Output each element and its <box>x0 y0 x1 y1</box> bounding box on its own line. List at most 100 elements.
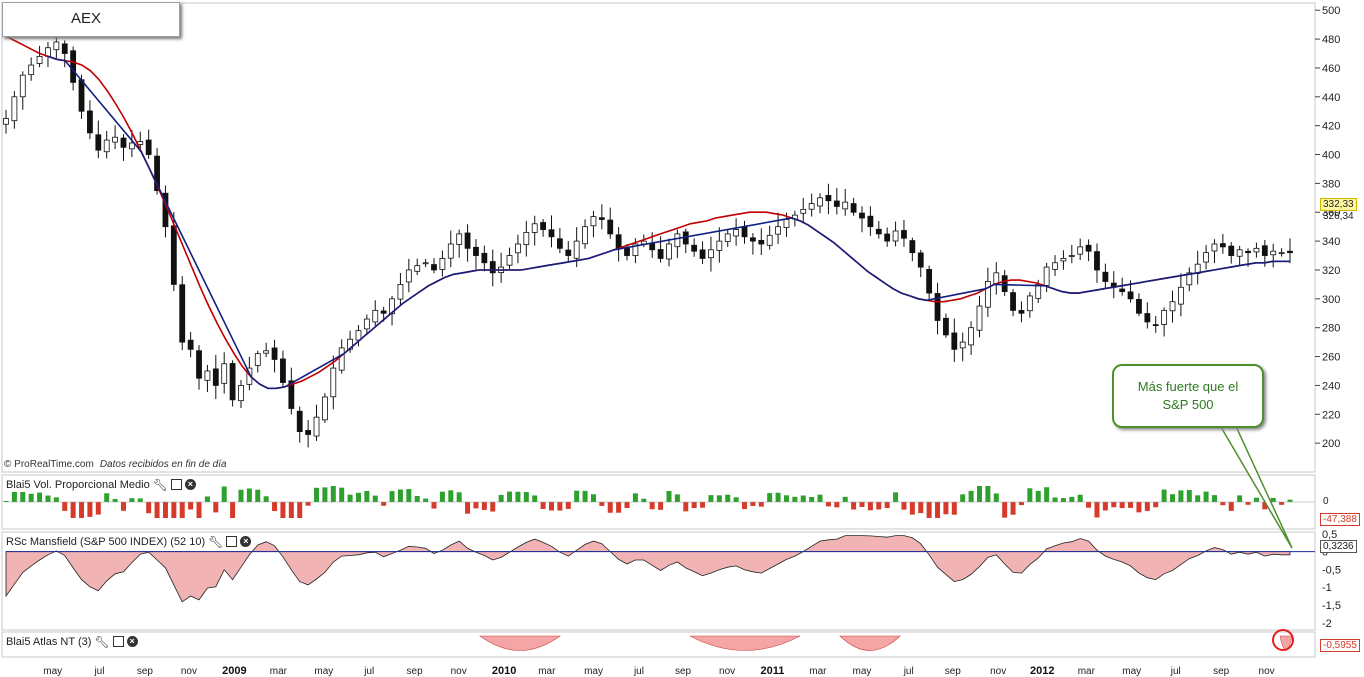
y-tick-label: 260 <box>1322 352 1340 364</box>
candle-body <box>1278 252 1285 255</box>
candle-body <box>1261 245 1268 256</box>
candle-body <box>221 363 228 384</box>
candle-body <box>1127 291 1134 300</box>
volume-bar <box>1220 502 1226 506</box>
y-tick-label: 240 <box>1322 380 1340 392</box>
candle-body <box>389 298 395 315</box>
candle-body <box>414 265 421 272</box>
volume-bar <box>1119 502 1125 509</box>
volume-bar <box>800 495 806 502</box>
close-icon[interactable]: × <box>240 536 252 547</box>
candle-body <box>590 216 597 227</box>
y-tick-label: 440 <box>1322 92 1340 104</box>
candle-body <box>1144 313 1151 323</box>
close-icon[interactable]: × <box>126 636 138 647</box>
candle-body <box>1052 262 1058 270</box>
volume-bar <box>204 496 210 502</box>
volume-bar <box>742 502 748 510</box>
candle-body <box>825 194 832 202</box>
wrench-icon[interactable]: 🔧︎ <box>94 634 110 649</box>
volume-bar <box>1279 502 1285 505</box>
candle-body <box>170 225 177 285</box>
volume-bar <box>1245 502 1251 505</box>
y-tick-label: 320 <box>1322 265 1340 277</box>
volume-bar <box>1035 490 1041 502</box>
volume-bar <box>851 502 857 510</box>
volume-bar <box>641 498 647 502</box>
candle-body <box>305 430 312 435</box>
volume-bar <box>456 492 462 502</box>
y-tick-label: 500 <box>1322 5 1340 17</box>
volume-bar <box>968 490 974 502</box>
volume-bar <box>70 502 76 518</box>
volume-bar <box>1044 487 1050 502</box>
close-icon[interactable]: × <box>184 479 196 490</box>
volume-bar <box>1086 502 1092 508</box>
volume-bar <box>708 495 714 502</box>
candle-body <box>515 243 521 254</box>
volume-bar <box>238 489 244 502</box>
candle-body <box>758 240 765 245</box>
candle-body <box>1178 286 1184 305</box>
candle-body <box>506 255 513 266</box>
volume-bar <box>305 502 311 506</box>
window-icon[interactable] <box>226 536 238 547</box>
candle-body <box>1001 275 1008 293</box>
candle-body <box>943 317 949 336</box>
volume-bar <box>196 502 202 518</box>
candle-body <box>481 252 488 264</box>
chart-title-box: AEX <box>2 2 180 37</box>
volume-bar <box>1153 502 1159 508</box>
volume-bar <box>330 486 336 502</box>
candle-body <box>36 55 43 64</box>
candle-body <box>3 118 9 125</box>
candle-body <box>263 350 270 354</box>
candle-body <box>1253 247 1260 253</box>
candle-body <box>766 234 773 246</box>
x-tick-label: jul <box>93 666 104 677</box>
volume-bar <box>339 487 345 502</box>
candle-body <box>187 339 194 350</box>
candle-body <box>523 232 530 246</box>
volume-bar <box>1170 494 1176 502</box>
wrench-icon[interactable]: 🔧︎ <box>152 477 168 492</box>
y-tick-label: 220 <box>1322 409 1340 421</box>
volume-bar <box>1027 488 1033 502</box>
candle-body <box>439 258 446 270</box>
volume-bar <box>658 502 664 510</box>
volume-bar <box>951 502 957 515</box>
candle-body <box>582 226 588 245</box>
atlas-panel-header: Blai5 Atlas NT (3) 🔧︎ × <box>4 634 140 649</box>
volume-bar <box>1161 489 1167 502</box>
candle-body <box>624 247 630 256</box>
candle-body <box>632 243 639 257</box>
candle-body <box>708 249 714 259</box>
mansfield-area <box>5 535 1291 603</box>
candle-body <box>372 309 379 323</box>
candle-body <box>901 230 907 239</box>
wrench-icon[interactable]: 🔧︎ <box>208 534 224 549</box>
window-icon[interactable] <box>112 636 124 647</box>
volume-bar <box>473 502 479 509</box>
candle-body <box>1060 258 1067 262</box>
candle-body <box>120 137 127 148</box>
candle-body <box>313 416 320 437</box>
y-tick-label: 300 <box>1322 294 1340 306</box>
window-icon[interactable] <box>170 479 182 490</box>
volume-bar <box>1287 499 1293 502</box>
volume-bar <box>414 496 420 502</box>
candle-body <box>1094 251 1100 271</box>
candle-body <box>1287 250 1293 254</box>
volume-bar <box>599 502 605 506</box>
atlas-segment <box>689 635 801 651</box>
candle-body <box>867 215 874 228</box>
candle-body <box>909 240 916 254</box>
volume-bar <box>616 502 622 513</box>
volume-bar <box>918 502 924 514</box>
x-tick-label: sep <box>945 666 962 677</box>
volume-bar <box>507 491 513 502</box>
x-tick-label: nov <box>451 666 467 677</box>
candle-body <box>19 74 26 98</box>
volume-bar <box>825 502 831 507</box>
x-tick-label: nov <box>990 666 1006 677</box>
